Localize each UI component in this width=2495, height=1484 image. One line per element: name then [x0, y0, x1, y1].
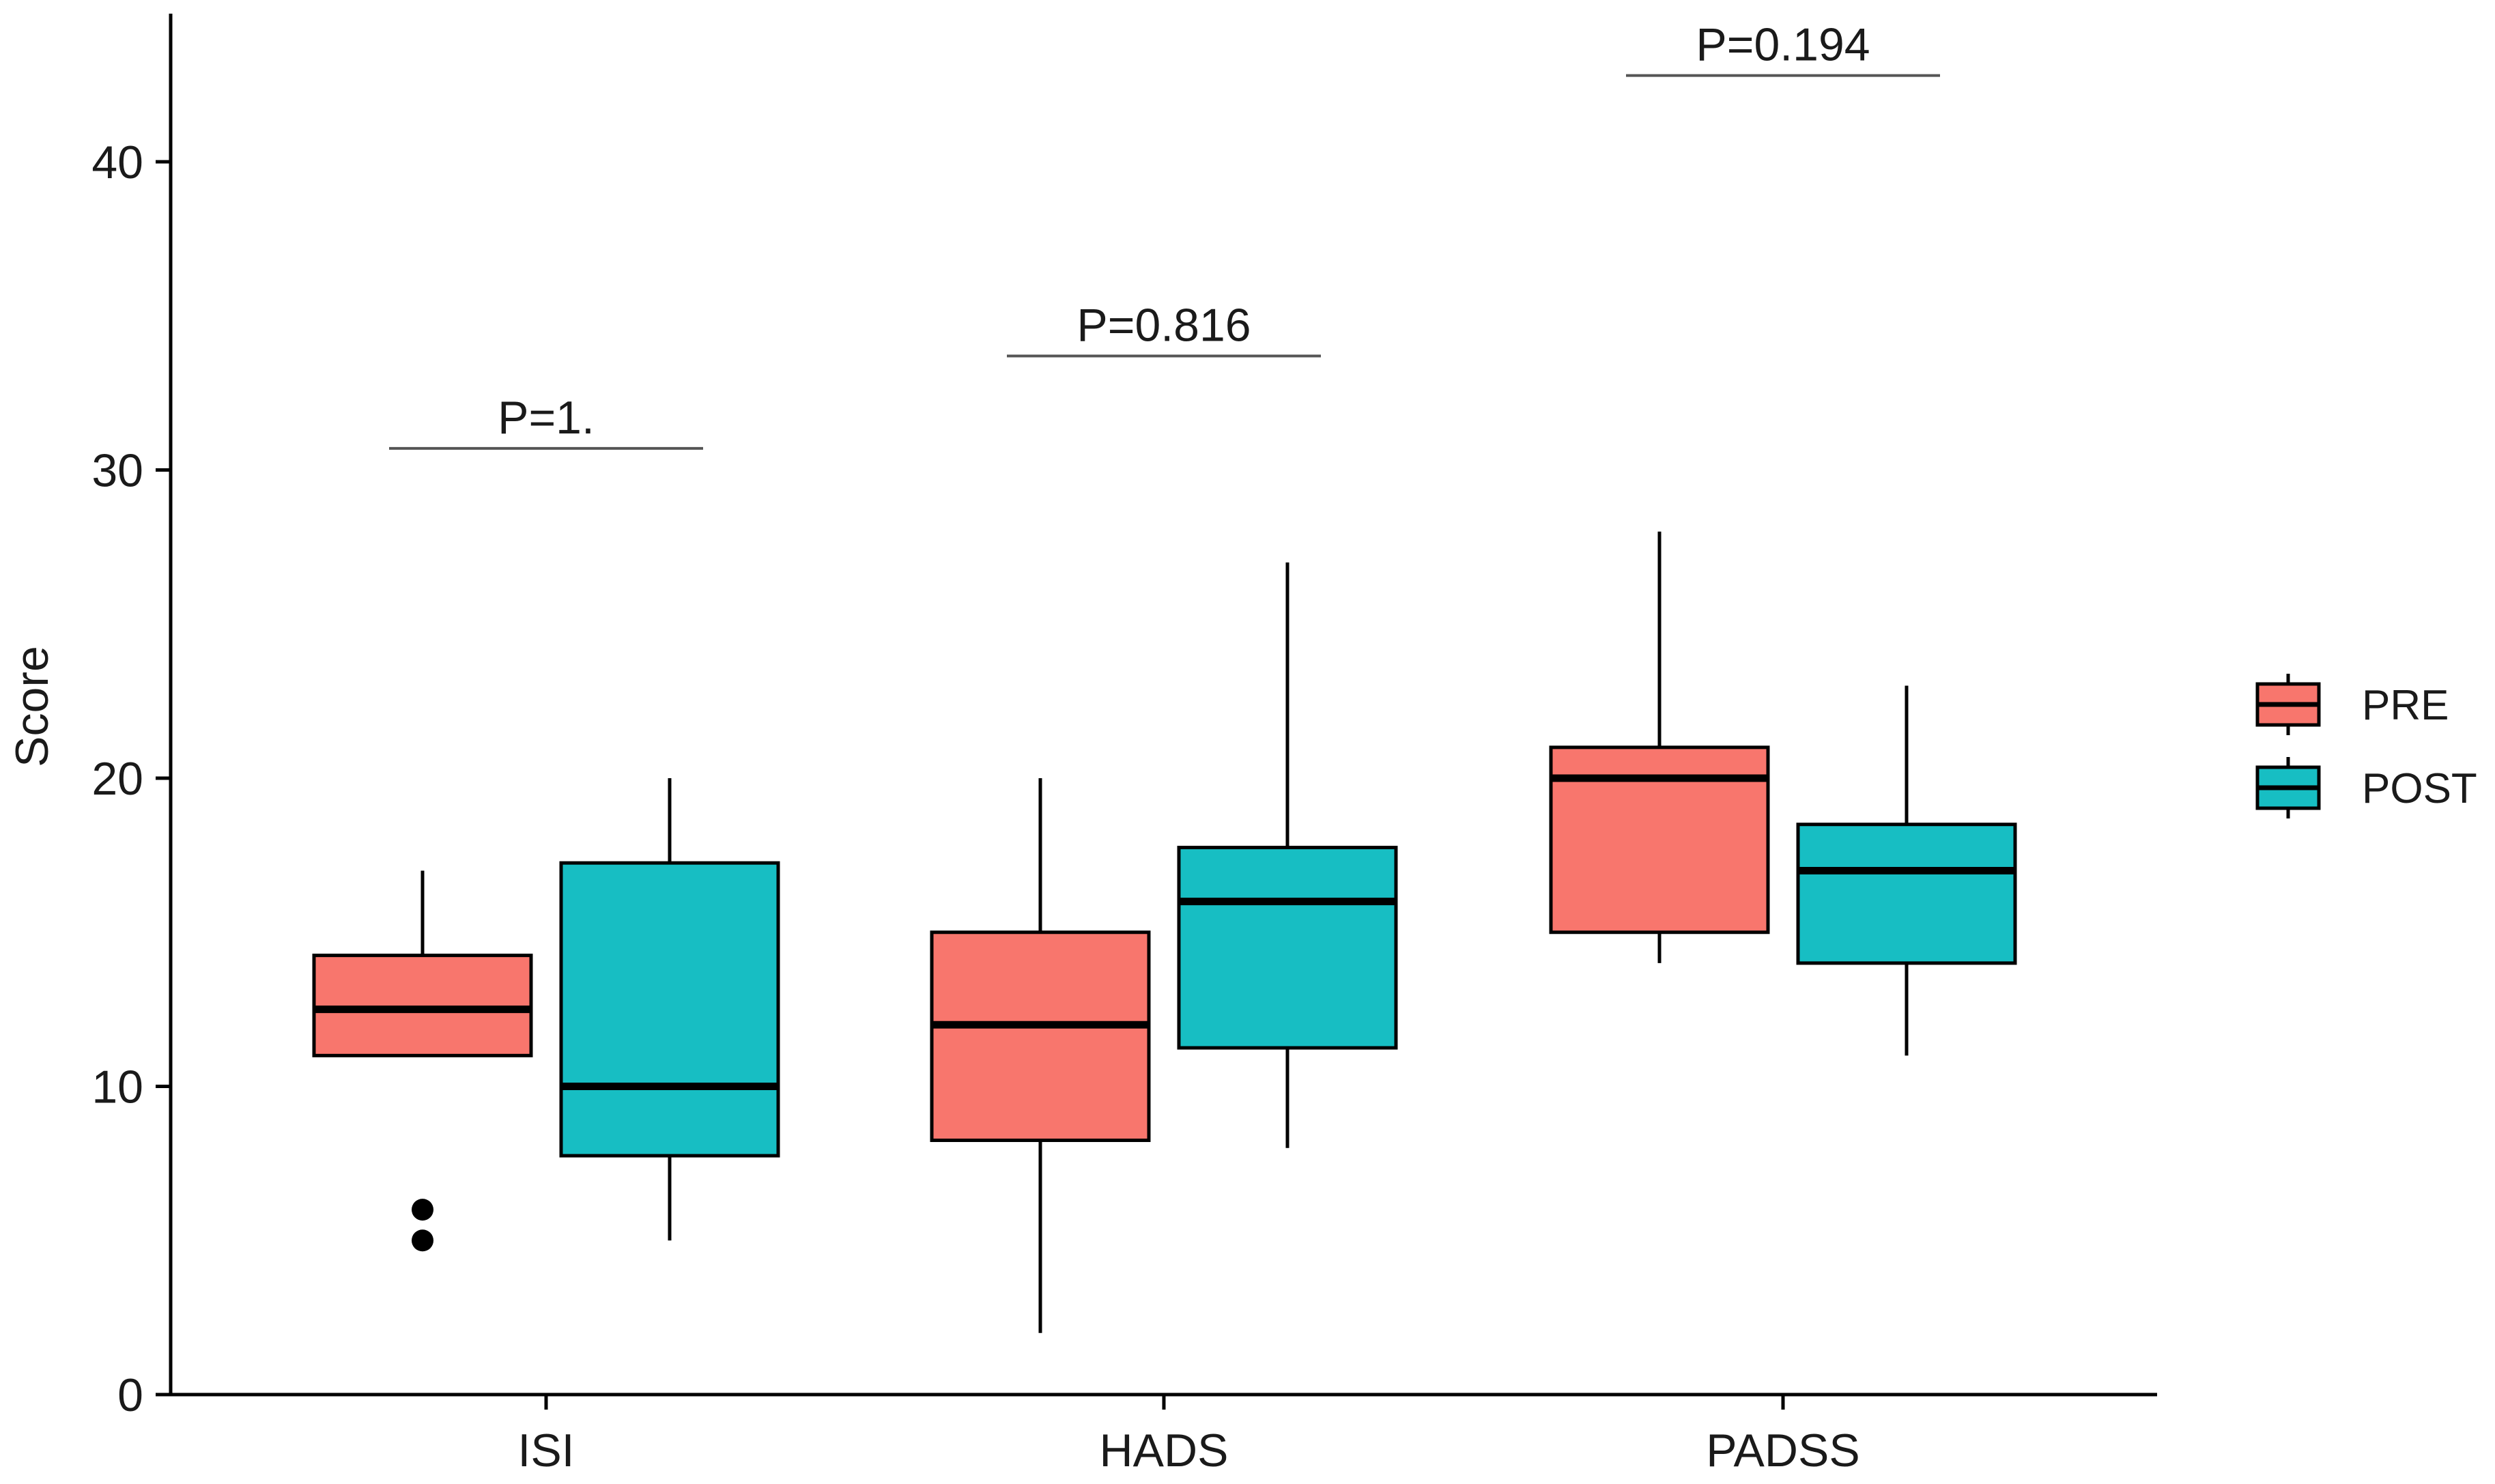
- iqr-box: [1796, 823, 2017, 965]
- legend-item-post: POST: [2255, 757, 2477, 818]
- y-tick-label: 30: [91, 445, 143, 497]
- y-tick-label: 0: [117, 1369, 143, 1421]
- legend-item-pre: PRE: [2255, 674, 2449, 735]
- y-tick-label: 20: [91, 753, 143, 805]
- axes-group: 0 10 20 30 40 ISI HADS PADSS Score: [6, 14, 2157, 1476]
- pvalue-label-isi: P=1.: [498, 392, 595, 444]
- pvalue-label-hads: P=0.816: [1077, 299, 1251, 351]
- y-tick-label: 40: [91, 137, 143, 188]
- box-post-hads: [1177, 562, 1398, 1148]
- iqr-box: [930, 930, 1151, 1143]
- outlier-point: [412, 1199, 433, 1221]
- box-post-padss: [1796, 685, 2017, 1056]
- x-tick-label-hads: HADS: [1100, 1425, 1229, 1476]
- legend-label: POST: [2362, 765, 2477, 812]
- y-tick-label: 10: [91, 1061, 143, 1113]
- iqr-box: [312, 954, 533, 1057]
- pvalue-annotations-group: P=1. P=0.816 P=0.194: [389, 19, 1940, 450]
- box-post-isi: [559, 778, 780, 1241]
- legend: PRE POST: [2255, 674, 2477, 818]
- legend-label: PRE: [2362, 682, 2449, 729]
- iqr-box: [559, 861, 780, 1158]
- pvalue-label-padss: P=0.194: [1696, 19, 1870, 71]
- y-axis-title: Score: [6, 646, 58, 767]
- box-pre-hads: [930, 778, 1151, 1333]
- x-tick-label-isi: ISI: [517, 1425, 574, 1476]
- box-pre-padss: [1549, 531, 1770, 963]
- outlier-point: [412, 1229, 433, 1252]
- x-tick-label-padss: PADSS: [1706, 1425, 1859, 1476]
- box-pre-isi: [312, 870, 533, 1252]
- iqr-box: [1177, 846, 1398, 1050]
- boxes-group: [312, 531, 2017, 1333]
